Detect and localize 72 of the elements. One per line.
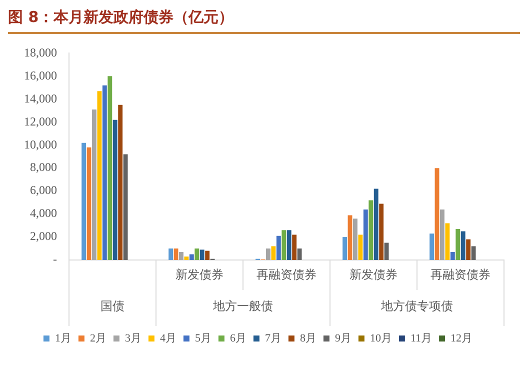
bar bbox=[102, 85, 107, 260]
bar bbox=[82, 142, 86, 260]
bar bbox=[168, 248, 174, 260]
legend-label: 1月 bbox=[54, 332, 72, 344]
legend-label: 7月 bbox=[264, 332, 282, 344]
legend-label: 9月 bbox=[334, 332, 352, 344]
bar bbox=[358, 234, 363, 260]
legend-label: 4月 bbox=[160, 332, 176, 344]
bar bbox=[112, 120, 118, 260]
y-tick-label: 16,000 bbox=[24, 68, 57, 82]
x-tick-label: 再融资债券 bbox=[430, 267, 490, 282]
bar bbox=[205, 250, 210, 260]
bar bbox=[368, 200, 374, 260]
y-tick-label: 18,000 bbox=[24, 45, 57, 60]
bar bbox=[445, 223, 450, 260]
legend-label: 12月 bbox=[450, 332, 473, 344]
bar bbox=[194, 248, 200, 260]
bar bbox=[118, 104, 123, 260]
y-tick-label: - bbox=[53, 252, 57, 266]
bar bbox=[471, 246, 476, 260]
bar bbox=[342, 237, 348, 260]
bar bbox=[108, 76, 112, 260]
y-tick-label: 4,000 bbox=[30, 206, 57, 220]
y-tick-label: 12,000 bbox=[24, 114, 57, 128]
legend-label: 6月 bbox=[230, 332, 246, 344]
bar bbox=[271, 246, 276, 260]
bar bbox=[460, 231, 466, 260]
bar bbox=[97, 91, 102, 260]
bar bbox=[92, 109, 96, 260]
text: 地方债专项债 bbox=[380, 299, 453, 314]
bar bbox=[189, 254, 194, 260]
bar bbox=[266, 248, 270, 260]
legend-label: 10月 bbox=[370, 332, 392, 344]
bar bbox=[179, 252, 184, 260]
bar bbox=[466, 239, 471, 260]
y-tick-label: 8,000 bbox=[30, 160, 57, 174]
bar bbox=[292, 234, 297, 260]
bar bbox=[123, 154, 128, 260]
bar bbox=[450, 252, 455, 260]
bar bbox=[440, 209, 444, 260]
bar bbox=[430, 234, 434, 260]
legend-label: 3月 bbox=[124, 332, 142, 344]
x-tick-label: 新发债券 bbox=[176, 267, 224, 282]
bar bbox=[434, 168, 440, 260]
bar bbox=[379, 204, 384, 260]
legend-label: 11月 bbox=[410, 332, 432, 344]
legend-label: 8月 bbox=[300, 332, 316, 344]
text: 地方一般债 bbox=[212, 299, 273, 314]
bar bbox=[363, 209, 368, 260]
bar bbox=[174, 248, 178, 260]
bar bbox=[276, 236, 281, 260]
bar bbox=[297, 248, 302, 260]
bar bbox=[456, 228, 460, 260]
y-tick-label: 14,000 bbox=[24, 91, 57, 106]
x-tick-label: 再融资债券 bbox=[256, 267, 316, 282]
text: 国债 bbox=[100, 299, 124, 314]
bar bbox=[184, 256, 189, 260]
bar bbox=[353, 218, 358, 260]
bar bbox=[86, 147, 92, 260]
bar bbox=[282, 230, 286, 260]
bar bbox=[384, 242, 389, 260]
legend-label: 5月 bbox=[194, 332, 212, 344]
y-tick-label: 10,000 bbox=[24, 137, 57, 152]
chart-title: 图 8：本月新发政府债券（亿元） bbox=[8, 8, 520, 34]
bar bbox=[200, 250, 204, 260]
y-tick-label: 6,000 bbox=[30, 183, 57, 198]
bar bbox=[286, 230, 292, 260]
legend-label: 2月 bbox=[90, 332, 106, 344]
bar bbox=[348, 215, 352, 260]
y-tick-label: 2,000 bbox=[30, 229, 57, 244]
bar bbox=[374, 188, 378, 260]
x-tick-label: 新发债券 bbox=[350, 267, 398, 282]
